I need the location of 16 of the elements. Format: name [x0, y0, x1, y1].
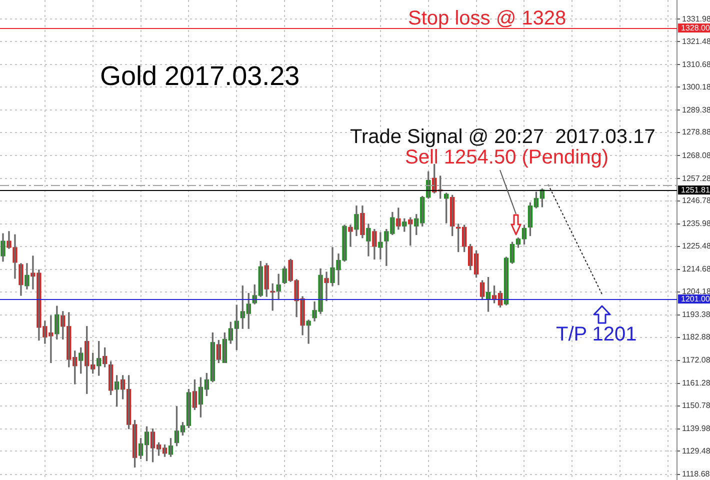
y-tick-label: 1172.08 [682, 356, 710, 365]
y-tick-label: 1161.28 [682, 378, 710, 388]
y-tick-label: 1139.98 [682, 424, 710, 434]
ref-line-label: 1251.81 [681, 186, 710, 195]
text: Gold 2017.03.23 [100, 61, 300, 91]
annotation: Trade Signal @ 20:27 2017.03.17 [350, 126, 656, 148]
annotation: Sell 1254.50 (Pending) [405, 146, 608, 169]
ref-line-label: 1328.00 [681, 24, 710, 33]
y-tick-label: 1118.68 [682, 469, 710, 478]
y-tick-label: 1193.38 [682, 310, 710, 320]
y-tick-label: 1129.48 [682, 446, 710, 456]
y-tick-label: 1182.88 [682, 332, 710, 342]
y-tick-label: 1150.78 [682, 401, 710, 410]
ref-line-label: 1201.00 [681, 294, 710, 304]
annotation: T/P 1201 [556, 324, 637, 346]
annotation: Stop loss @ 1328 [408, 8, 566, 30]
